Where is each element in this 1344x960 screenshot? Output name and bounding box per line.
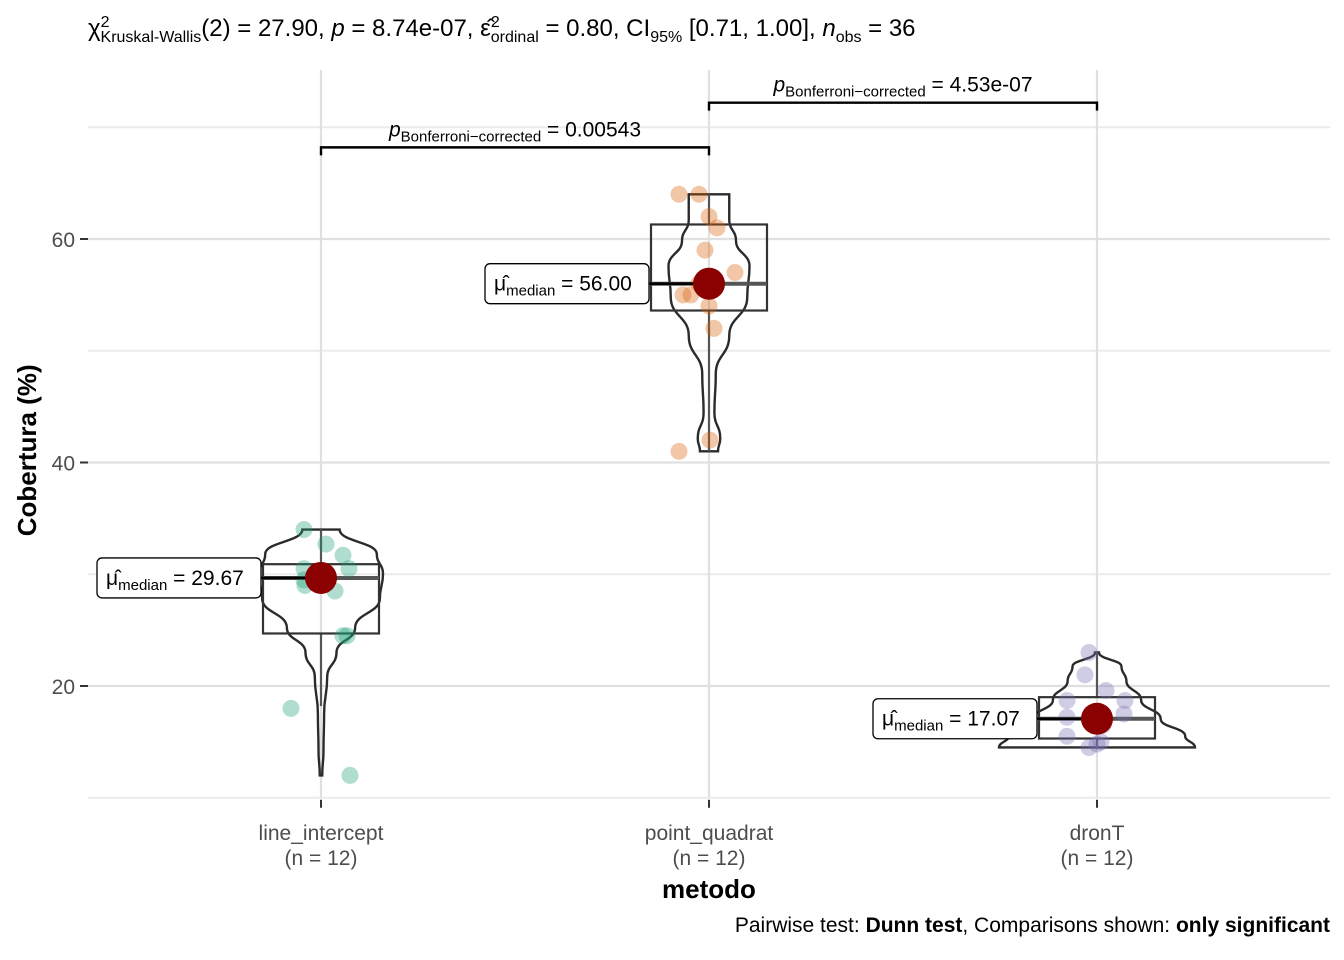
x-tick-label: dronT xyxy=(1070,822,1125,845)
chart-caption: Pairwise test: Dunn test, Comparisons sh… xyxy=(735,914,1330,938)
data-point xyxy=(690,185,708,203)
data-point xyxy=(295,521,313,539)
effect-sub: ordinal xyxy=(490,28,539,46)
data-point xyxy=(700,297,718,315)
significance-bracket xyxy=(707,101,1099,111)
stat-name: χ xyxy=(88,15,101,42)
df-value: (2) = 27.90, xyxy=(201,15,332,42)
data-point xyxy=(1097,681,1115,699)
data-point xyxy=(726,264,744,282)
p-value: = 8.74e-07, xyxy=(344,15,481,42)
chart-subtitle: χ2Kruskal-Wallis(2) = 27.90, p = 8.74e-0… xyxy=(88,14,916,47)
x-tick-count: (n = 12) xyxy=(673,847,746,870)
x-axis-title: metodo xyxy=(662,874,756,904)
data-point xyxy=(1076,666,1094,684)
data-point xyxy=(338,627,356,645)
median-label-box xyxy=(96,557,262,599)
caption-middle: , Comparisons shown: xyxy=(962,914,1176,937)
median-label: μ̂median = 29.67 xyxy=(106,567,244,594)
data-point xyxy=(1088,735,1106,753)
violin-point_quadrat xyxy=(667,193,751,453)
n-label: n xyxy=(822,15,836,42)
median-point xyxy=(693,267,725,300)
data-point xyxy=(1058,727,1076,745)
data-point xyxy=(341,766,359,784)
data-point xyxy=(705,319,723,337)
stat-sub: Kruskal-Wallis xyxy=(100,28,202,46)
significance-label: pBonferroni−corrected = 4.53e-07 xyxy=(772,74,1032,101)
data-point xyxy=(282,699,300,717)
stat-sup: 2 xyxy=(100,14,110,31)
p-label: p xyxy=(331,15,345,42)
data-point xyxy=(670,442,688,460)
data-point xyxy=(701,431,719,449)
ci-value: [0.71, 1.00], xyxy=(682,15,823,42)
median-label: μ̂median = 17.07 xyxy=(882,708,1020,735)
significance-label: pBonferroni−corrected = 0.00543 xyxy=(388,118,641,145)
caption-prefix: Pairwise test: xyxy=(734,914,866,937)
data-point xyxy=(700,208,718,226)
data-point xyxy=(334,546,352,564)
effect-name: ε̂ xyxy=(480,15,491,42)
data-point xyxy=(1080,643,1098,661)
median-point xyxy=(1081,702,1113,735)
effect-value: = 0.80, CI xyxy=(538,15,651,42)
y-tick-label: 60 xyxy=(52,229,75,252)
n-value: = 36 xyxy=(861,15,916,42)
data-point xyxy=(1115,705,1133,723)
data-point xyxy=(1058,708,1076,726)
y-axis-title: Cobertura (%) xyxy=(12,364,42,536)
violin-line_intercept xyxy=(257,528,385,777)
median-label-box xyxy=(484,263,650,305)
significance-bracket xyxy=(319,146,711,156)
effect-sup: 2 xyxy=(490,14,500,31)
box-point_quadrat xyxy=(649,223,769,312)
data-point xyxy=(1058,692,1076,710)
caption-shown: only significant xyxy=(1175,914,1330,937)
x-tick-count: (n = 12) xyxy=(1061,847,1134,870)
y-tick-label: 20 xyxy=(52,676,75,699)
data-point xyxy=(334,627,352,645)
data-point xyxy=(1116,692,1134,710)
data-point xyxy=(317,535,335,553)
caption-test: Dunn test xyxy=(865,914,963,937)
data-point xyxy=(1092,733,1110,751)
median-point xyxy=(305,561,337,594)
x-tick-count: (n = 12) xyxy=(285,847,358,870)
data-point xyxy=(340,560,358,578)
median-label: μ̂median = 56.00 xyxy=(494,273,632,300)
x-tick-label: line_intercept xyxy=(259,822,384,845)
data-point xyxy=(1080,738,1098,756)
x-tick-label: point_quadrat xyxy=(645,822,774,845)
data-point xyxy=(674,286,692,304)
data-point xyxy=(670,185,688,203)
ci-sub: 95% xyxy=(650,28,683,46)
median-label-box xyxy=(872,698,1038,740)
data-point xyxy=(708,219,726,237)
y-tick-label: 40 xyxy=(52,453,75,476)
n-sub: obs xyxy=(835,28,862,46)
data-point xyxy=(696,241,714,259)
